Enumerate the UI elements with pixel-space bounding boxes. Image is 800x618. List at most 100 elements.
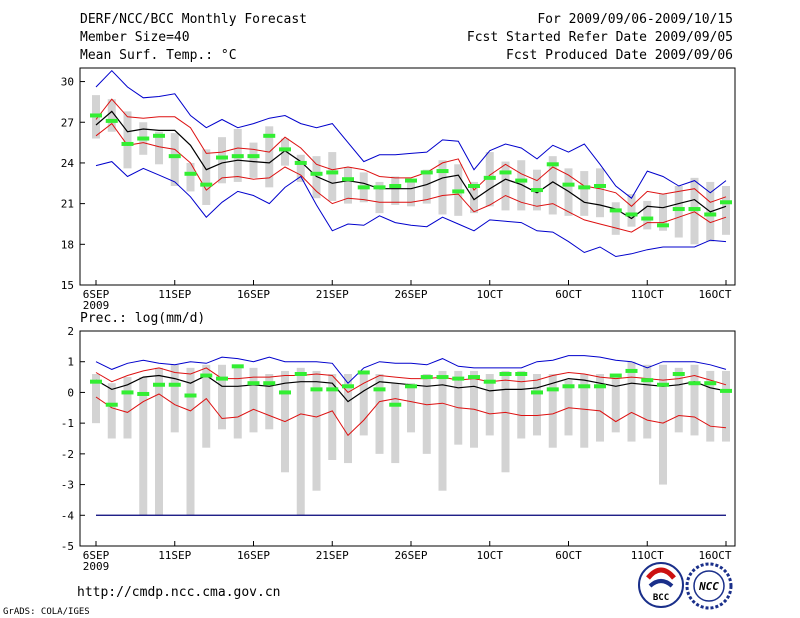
header-member-size: Member Size=40 <box>80 30 190 45</box>
temp-median-day-5 <box>153 133 165 138</box>
precip-box-day-28 <box>517 370 526 439</box>
precip-median-day-1 <box>90 379 102 384</box>
precip-xtick-label: 11SEP <box>158 549 191 562</box>
precip-series-mean-std <box>95 367 727 394</box>
temp-box-day-21 <box>407 179 415 207</box>
temp-median-day-16 <box>326 170 339 175</box>
precip-ytick-label: 1 <box>67 356 74 369</box>
temp-median-day-6 <box>168 154 181 159</box>
precip-box-day-38 <box>674 367 683 433</box>
precip-ytick-label: -1 <box>61 417 74 430</box>
precip-median-day-21 <box>405 384 417 389</box>
temp-xtick-label: 21SEP <box>316 288 349 301</box>
precip-box-day-32 <box>580 374 589 448</box>
temp-box-day-38 <box>674 185 683 238</box>
temp-median-day-3 <box>121 141 134 146</box>
temp-box-day-25 <box>470 181 478 214</box>
temp-median-day-7 <box>184 171 197 176</box>
precip-median-day-38 <box>672 372 685 376</box>
temp-median-day-32 <box>578 185 591 190</box>
temp-box-day-7 <box>186 162 195 192</box>
temp-median-day-9 <box>216 155 228 160</box>
precip-box-day-7 <box>186 367 195 516</box>
ncc-logo: NCC <box>685 562 733 610</box>
temp-xtick-label: 16SEP <box>237 288 270 301</box>
temp-box-day-41 <box>722 185 730 235</box>
temp-median-day-40 <box>704 212 717 217</box>
temp-median-day-18 <box>357 185 370 190</box>
precip-median-day-8 <box>200 373 213 378</box>
precip-box-day-34 <box>611 374 620 433</box>
precip-box-day-35 <box>627 361 636 442</box>
precip-box-day-27 <box>501 370 510 473</box>
precip-median-day-5 <box>153 382 165 387</box>
precip-box-day-29 <box>533 374 541 436</box>
precip-box-day-20 <box>391 383 400 464</box>
temp-median-day-21 <box>405 178 417 183</box>
precip-box-day-2 <box>107 383 116 439</box>
precip-box-day-8 <box>202 364 211 448</box>
temp-box-day-2 <box>107 99 116 132</box>
temp-box-day-8 <box>202 149 211 205</box>
bcc-logo: BCC <box>638 562 684 608</box>
precip-box-day-37 <box>659 364 667 485</box>
precip-median-day-3 <box>121 390 134 395</box>
temp-box-day-27 <box>501 161 510 211</box>
precip-median-day-13 <box>279 390 291 395</box>
temp-box-day-12 <box>265 126 274 188</box>
temp-xtick-label: 11OCT <box>631 288 664 301</box>
precip-xtick-label: 11OCT <box>631 549 664 562</box>
temp-xtick-year: 2009 <box>83 299 110 312</box>
temp-box-day-19 <box>375 181 384 214</box>
temp-median-day-4 <box>137 136 150 141</box>
temp-median-day-24 <box>452 189 465 194</box>
precip-box-day-22 <box>422 374 431 454</box>
header-title: DERF/NCC/BCC Monthly Forecast <box>80 12 307 27</box>
precip-median-day-25 <box>468 375 480 380</box>
temp-plot-frame <box>79 67 736 286</box>
temp-median-day-8 <box>200 182 213 187</box>
precip-box-day-36 <box>643 364 652 439</box>
precip-median-day-41 <box>720 388 732 393</box>
precip-median-day-4 <box>137 391 150 396</box>
precip-xtick-label: 1OCT <box>477 549 504 562</box>
temp-median-day-28 <box>515 178 528 183</box>
temp-median-day-25 <box>468 183 480 188</box>
precip-median-day-33 <box>594 384 606 389</box>
temp-box-day-30 <box>548 156 557 215</box>
temp-box-day-14 <box>296 154 305 182</box>
temp-median-day-15 <box>310 171 323 176</box>
ncc-logo-inner-ring <box>693 570 725 602</box>
temp-box-day-36 <box>643 200 652 230</box>
precip-box-day-9 <box>218 364 226 430</box>
temp-ytick-label: 15 <box>61 279 74 292</box>
precip-box-day-30 <box>548 374 557 448</box>
precip-xtick-label: 21SEP <box>316 549 349 562</box>
temp-box-day-22 <box>422 169 431 204</box>
precip-median-day-30 <box>546 387 559 392</box>
temp-median-day-39 <box>688 207 701 212</box>
precip-median-day-6 <box>168 382 181 387</box>
temp-median-day-41 <box>720 200 732 205</box>
bcc-logo-arc-red <box>646 567 676 580</box>
temp-ytick-label: 30 <box>61 76 74 89</box>
temp-xtick-label: 6SEP <box>83 288 110 301</box>
precip-box-day-17 <box>344 374 352 464</box>
header-start-ref: Fcst Started Refer Date 2009/09/05 <box>467 30 733 45</box>
precip-series-mean-std <box>95 393 727 437</box>
temp-box-day-5 <box>155 131 163 165</box>
temp-median-day-29 <box>531 188 543 193</box>
temp-box-day-20 <box>391 176 400 205</box>
temp-box-day-32 <box>580 171 589 216</box>
precip-box-day-5 <box>155 367 163 516</box>
temp-box-day-39 <box>690 177 699 245</box>
precip-median-day-39 <box>688 381 701 386</box>
temp-median-day-14 <box>294 160 307 165</box>
temp-median-day-33 <box>594 183 606 188</box>
precip-median-day-10 <box>231 364 244 369</box>
precip-xtick-label: 6SEP <box>83 549 110 562</box>
temp-median-day-34 <box>609 208 622 213</box>
precip-median-day-26 <box>483 379 496 384</box>
